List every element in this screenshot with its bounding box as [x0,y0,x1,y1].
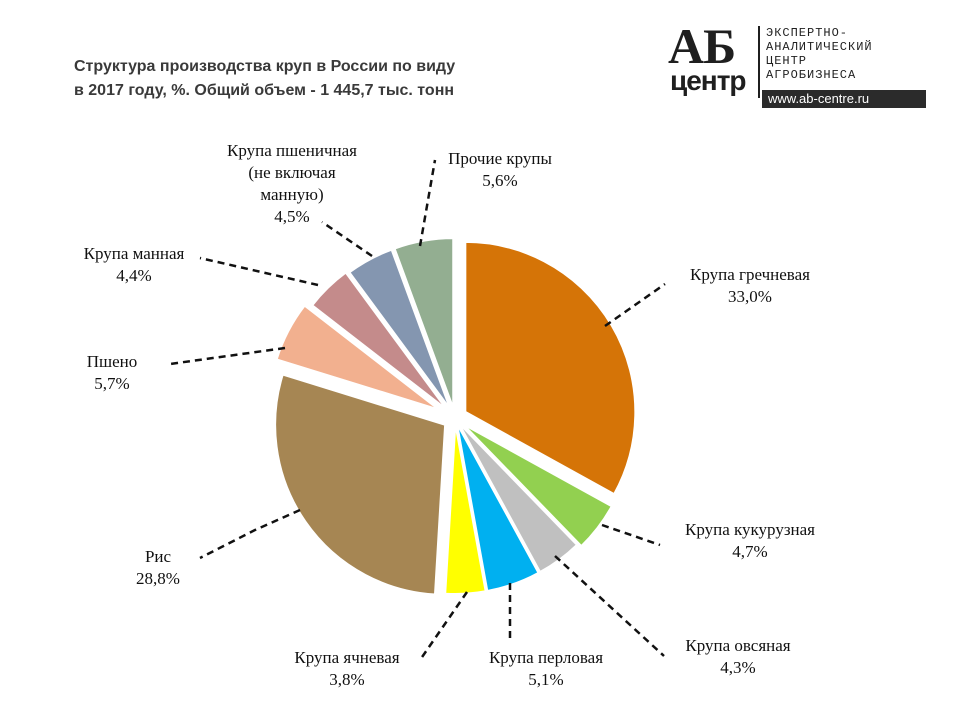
slice-label: Крупа пшеничная (не включая манную) 4,5% [227,141,357,226]
leader-line [418,159,437,247]
logo-text-line: АНАЛИТИЧЕСКИЙ [766,40,873,54]
slice-label: Крупа гречневая 33,0% [690,265,810,306]
leader-line [604,282,666,328]
slice-name-label: Крупа кукурузная [685,520,815,539]
pie-slice [347,248,452,410]
slice-label: Крупа перловая 5,1% [489,648,603,689]
slice-label: Прочие крупы 5,6% [448,149,552,190]
slice-value-label: 4,7% [732,542,767,561]
chart-title-line-2: в 2017 году, %. Общий объем - 1 445,7 ты… [74,82,455,99]
logo-mark-bottom: центр [670,65,747,96]
logo-text: ЭКСПЕРТНО- АНАЛИТИЧЕСКИЙ ЦЕНТР АГРОБИЗНЕ… [766,26,873,82]
logo-text-line: ЭКСПЕРТНО- [766,26,849,40]
pie-slice [393,237,455,409]
slice-value-label: 4,4% [116,266,151,285]
slice-name-label: Крупа ячневая [294,648,399,667]
slice-name-label: Крупа перловая [489,648,603,667]
leader-line [601,523,661,547]
pie-slice [310,271,448,411]
ab-centre-logo: АБ центр ЭКСПЕРТНО- АНАЛИТИЧЕСКИЙ ЦЕНТР … [666,18,928,110]
slice-label: Пшено 5,7% [87,352,138,393]
slice-name-label: Пшено [87,352,138,371]
logo-url: www.ab-centre.ru [762,90,926,108]
pie-slice [275,304,440,411]
slice-label: Крупа манная 4,4% [84,244,185,285]
slice-name-label: Крупа овсяная [685,636,790,655]
slice-value-label: 4,5% [274,207,309,226]
leader-line [418,591,469,661]
leader-line [554,555,665,657]
slice-label: Крупа ячневая 3,8% [294,648,399,689]
slice-value-label: 5,7% [94,374,129,393]
slice-label: Рис 28,8% [136,547,180,588]
slice-label: Крупа кукурузная 4,7% [685,520,815,561]
slice-value-label: 4,3% [720,658,755,677]
slice-name-label: Рис [145,547,172,566]
leader-line [199,256,319,287]
pie-slice [274,373,447,596]
leader-line [321,220,373,258]
chart-title-line-1: Структура производства круп в России по … [74,58,456,75]
slice-value-label: 33,0% [728,287,772,306]
logo-mark-top: АБ [668,18,736,74]
slice-name-label: Крупа гречневая [690,265,810,284]
slice-value-label: 5,1% [528,670,563,689]
chart-title: Структура производства круп в России по … [74,55,594,103]
leader-line [199,508,301,560]
slice-name-label: (не включая [248,163,335,182]
slice-label: Крупа овсяная 4,3% [685,636,790,677]
logo-divider [758,26,760,98]
slice-value-label: 28,8% [136,569,180,588]
slice-name-label: Крупа пшеничная [227,141,357,160]
slice-name-label: Прочие крупы [448,149,552,168]
slice-name-label: Крупа манная [84,244,185,263]
logo-text-line: АГРОБИЗНЕСА [766,68,857,82]
slice-name-label: манную) [260,185,323,204]
slice-value-label: 5,6% [482,171,517,190]
pie-slice [464,240,637,496]
pie-slice [462,423,614,548]
leader-line [169,346,286,366]
pie-slice [456,423,540,593]
logo-text-line: ЦЕНТР [766,54,808,68]
slice-value-label: 3,8% [329,670,364,689]
